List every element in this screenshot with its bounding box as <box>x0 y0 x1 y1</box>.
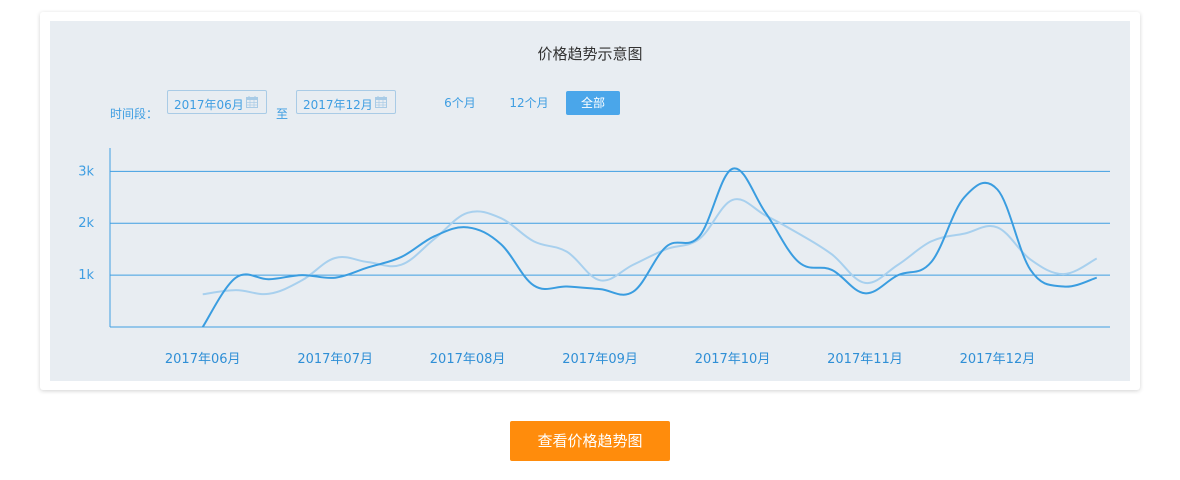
y-tick-label: 3k <box>78 164 94 179</box>
series-line-2 <box>201 167 1098 328</box>
x-tick-label: 2017年08月 <box>430 352 506 367</box>
range-6-months-button[interactable]: 6个月 <box>444 96 476 110</box>
range-separator: 至 <box>276 107 289 121</box>
y-tick-label: 1k <box>78 268 94 283</box>
calendar-icon[interactable] <box>246 96 258 108</box>
series-line-1 <box>202 198 1098 296</box>
y-tick-label: 2k <box>78 216 94 231</box>
start-date-field[interactable]: 2017年06月 <box>167 90 267 114</box>
time-range-label: 时间段： <box>110 107 159 121</box>
end-date-field[interactable]: 2017年12月 <box>296 90 396 114</box>
start-date-value: 2017年06月 <box>174 98 244 112</box>
price-trend-chart: 1k 2k 3k 2017年06月 2017年07月 2017年08月 2017年09月 20… <box>78 148 1110 367</box>
x-tick-label: 2017年06月 <box>165 352 241 367</box>
chart-panel: 价格趋势示意图 时间段： 2017年06月 至 2017年12月 <box>50 21 1130 381</box>
end-date-value: 2017年12月 <box>303 98 373 112</box>
x-tick-label: 2017年11月 <box>827 352 903 367</box>
x-tick-label: 2017年07月 <box>297 352 373 367</box>
range-all-button[interactable]: 全部 <box>566 91 620 115</box>
view-price-trend-button[interactable]: 查看价格趋势图 <box>510 421 670 461</box>
chart-card: 价格趋势示意图 时间段： 2017年06月 至 2017年12月 <box>40 12 1140 390</box>
range-12-months-button[interactable]: 12个月 <box>509 96 549 110</box>
x-tick-label: 2017年09月 <box>562 352 638 367</box>
x-tick-label: 2017年12月 <box>960 352 1036 367</box>
x-tick-label: 2017年10月 <box>695 352 771 367</box>
calendar-icon[interactable] <box>375 96 387 108</box>
chart-title: 价格趋势示意图 <box>537 45 643 63</box>
